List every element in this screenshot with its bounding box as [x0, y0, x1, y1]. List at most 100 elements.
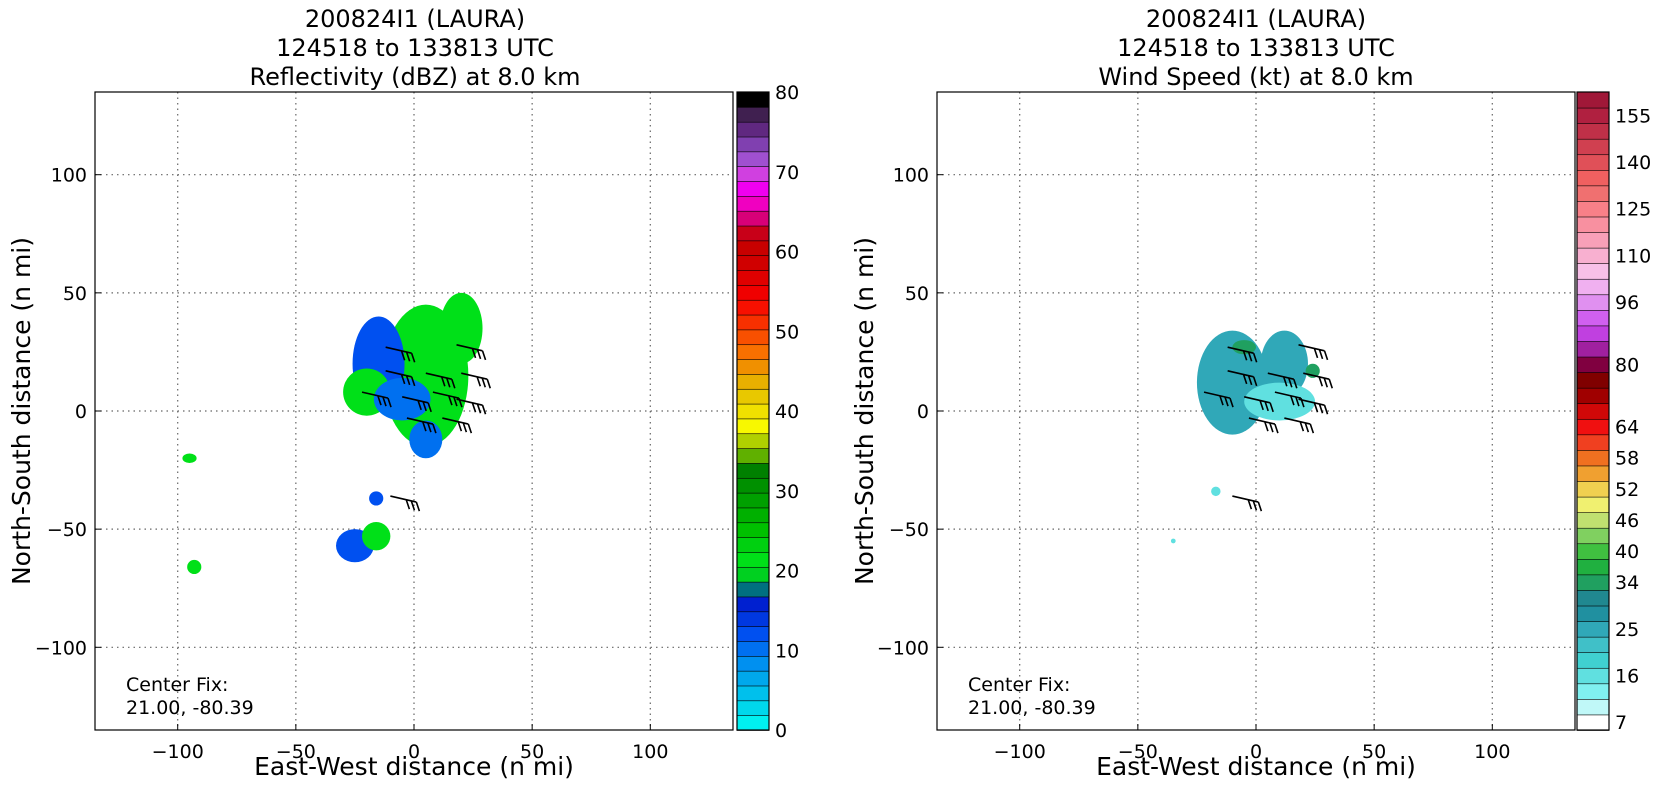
data-region — [373, 377, 431, 421]
data-region — [362, 522, 391, 551]
colorbar-cell — [1576, 496, 1610, 513]
colorbar-cell — [736, 507, 770, 524]
colorbar-cell — [1576, 465, 1610, 482]
colorbar-cell — [1576, 387, 1610, 405]
wind-barb — [432, 391, 463, 408]
colorbar-tick-label: 96 — [1615, 292, 1639, 314]
colorbar-cell — [1576, 293, 1610, 311]
colorbar-tick-label: 40 — [1615, 541, 1639, 563]
colorbar-cell — [1576, 153, 1610, 171]
colorbar-cell — [1576, 91, 1610, 109]
y-tick-label: −50 — [889, 519, 929, 541]
wind-barb — [1298, 398, 1329, 415]
colorbar-cell — [1576, 122, 1610, 140]
data-region — [1251, 420, 1299, 440]
data-region — [1170, 538, 1176, 544]
colorbar-cell — [1576, 683, 1610, 700]
colorbar-cell — [736, 596, 770, 613]
y-tick-label: 50 — [905, 283, 929, 305]
panel-title-line-2: 124518 to 133813 UTC — [1117, 34, 1395, 62]
colorbar-tick-label: 40 — [775, 401, 799, 423]
y-tick-label: 0 — [917, 401, 929, 423]
wind-barb — [1267, 372, 1298, 389]
panel-wind-speed: 200824I1 (LAURA) 124518 to 133813 UTC Wi… — [850, 5, 1651, 781]
colorbar-cell — [736, 685, 770, 702]
panel-title-line-1: 200824I1 (LAURA) — [1146, 5, 1366, 33]
panel-title-line-3: Wind Speed (kt) at 8.0 km — [1098, 63, 1413, 91]
y-tick-label: 100 — [51, 165, 87, 187]
colorbar-cell — [1576, 449, 1610, 467]
wind-barb — [1227, 370, 1258, 387]
colorbar-tick-label: 70 — [775, 162, 799, 184]
colorbar-cell — [1576, 309, 1610, 327]
colorbar-cell — [736, 343, 770, 360]
colorbar-cell — [1576, 200, 1610, 218]
wind-barb — [1203, 391, 1234, 408]
panel-title-line-3: Reflectivity (dBZ) at 8.0 km — [250, 63, 581, 91]
colorbar-cell — [736, 165, 770, 182]
wind-speed-colorbar: 7 16 25 34 40 46 52 58 64 80 96 110 125 140 155 — [1576, 91, 1651, 734]
colorbar-cell — [736, 284, 770, 301]
colorbar-frame — [736, 91, 770, 731]
colorbar-cell — [736, 269, 770, 286]
colorbar-cell — [736, 210, 770, 227]
wind-barb — [402, 396, 432, 413]
colorbar-cell — [1576, 247, 1610, 264]
colorbar-cell — [1576, 605, 1610, 622]
colorbar-tick-labels: 0 10 20 30 40 50 60 70 80 — [775, 82, 799, 742]
y-tick-label: 100 — [893, 165, 929, 187]
colorbar-cell — [736, 314, 770, 331]
colorbar-cell — [736, 180, 770, 197]
colorbar-cell — [1576, 185, 1610, 202]
colorbar-cell — [736, 551, 770, 568]
y-tick-label: 50 — [63, 283, 87, 305]
colorbar-cell — [1576, 636, 1610, 653]
x-tick-label: −100 — [994, 741, 1046, 763]
x-axis-label: East-West distance (n mi) — [254, 752, 574, 781]
colorbar-tick-label: 16 — [1615, 666, 1639, 688]
wind-barb — [1248, 417, 1279, 434]
wind-barbs — [361, 344, 492, 512]
colorbar-tick-label: 110 — [1615, 245, 1651, 267]
colorbar-cell — [736, 640, 770, 657]
colorbar-cell — [1576, 325, 1610, 342]
colorbar-tick-label: 7 — [1615, 712, 1627, 734]
reflectivity-plot-area: −100 −50 0 50 100 −100 −50 0 50 100 — [35, 91, 734, 763]
colorbar-cell — [1576, 651, 1610, 669]
colorbar-cell — [736, 358, 770, 375]
colorbar-tick-label: 140 — [1615, 152, 1651, 174]
data-region — [1244, 382, 1316, 421]
colorbar-cell — [736, 462, 770, 479]
colorbar-tick-labels: 7 16 25 34 40 46 52 58 64 80 96 110 125 140 155 — [1615, 105, 1651, 734]
colorbar-cell — [736, 254, 770, 271]
colorbar-tick-label: 60 — [775, 242, 799, 264]
wind-barb — [361, 391, 392, 408]
data-region — [182, 453, 197, 463]
x-tick-label: −50 — [276, 741, 316, 763]
wind-barb — [425, 372, 456, 389]
data-region — [187, 559, 202, 575]
wind-barb — [1303, 372, 1334, 389]
x-tick-label: 50 — [520, 741, 544, 763]
center-fix-label: Center Fix: — [126, 674, 228, 696]
x-tick-label: 50 — [1362, 741, 1386, 763]
colorbar-cell — [736, 106, 770, 123]
colorbar-cell — [736, 240, 770, 257]
colorbar-cell — [736, 670, 770, 687]
colorbar-tick-label: 30 — [775, 481, 799, 503]
y-axis-label: North-South distance (n mi) — [7, 237, 36, 585]
colorbar-cell — [1576, 714, 1610, 731]
panel-title-line-2: 124518 to 133813 UTC — [276, 34, 554, 62]
data-region — [439, 292, 483, 364]
colorbar-cell — [1576, 371, 1610, 389]
colorbar-tick-label: 34 — [1615, 572, 1639, 594]
wind-barb — [1227, 346, 1258, 363]
wind-barb — [1232, 495, 1263, 512]
colorbar-tick-label: 25 — [1615, 619, 1639, 641]
colorbar-cell — [1576, 480, 1610, 498]
y-tick-label: 0 — [75, 401, 87, 423]
colorbar-cell — [1576, 698, 1610, 716]
center-fix-coords: 21.00, -80.39 — [126, 697, 254, 719]
colorbar-cell — [1576, 511, 1610, 529]
colorbar-cell — [736, 625, 770, 642]
